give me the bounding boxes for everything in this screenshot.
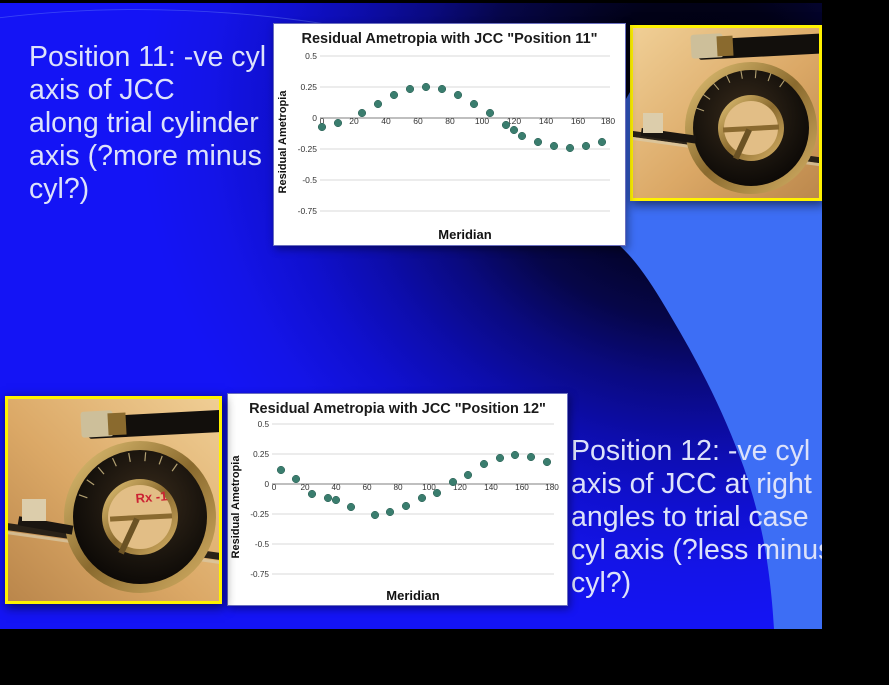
svg-text:Residual Ametropia: Residual Ametropia [277,90,289,194]
svg-text:0.25: 0.25 [300,82,317,92]
svg-text:-0.5: -0.5 [302,175,317,185]
svg-text:40: 40 [331,483,341,492]
svg-text:180: 180 [601,116,615,126]
svg-text:-0.75: -0.75 [250,570,269,579]
svg-text:0: 0 [264,480,269,489]
svg-text:0.5: 0.5 [305,51,317,61]
svg-text:-0.25: -0.25 [250,510,269,519]
svg-text:100: 100 [475,116,489,126]
svg-text:-0.75: -0.75 [298,206,318,216]
svg-text:40: 40 [381,116,391,126]
svg-text:0.5: 0.5 [258,420,270,429]
svg-text:Residual Ametropia: Residual Ametropia [230,455,242,559]
svg-text:160: 160 [515,483,529,492]
svg-text:0: 0 [312,113,317,123]
svg-text:20: 20 [300,483,310,492]
svg-text:Meridian: Meridian [438,227,492,242]
svg-text:-0.5: -0.5 [255,540,270,549]
svg-text:60: 60 [413,116,423,126]
svg-text:20: 20 [349,116,359,126]
svg-text:160: 160 [571,116,585,126]
svg-text:Meridian: Meridian [386,588,440,603]
svg-text:80: 80 [393,483,403,492]
svg-text:0: 0 [272,483,277,492]
svg-text:Rx -1: Rx -1 [135,488,168,506]
svg-text:180: 180 [545,483,559,492]
svg-text:140: 140 [539,116,553,126]
svg-text:-0.25: -0.25 [298,144,318,154]
svg-text:140: 140 [484,483,498,492]
svg-text:80: 80 [445,116,455,126]
svg-text:60: 60 [362,483,372,492]
svg-text:0.25: 0.25 [253,450,269,459]
